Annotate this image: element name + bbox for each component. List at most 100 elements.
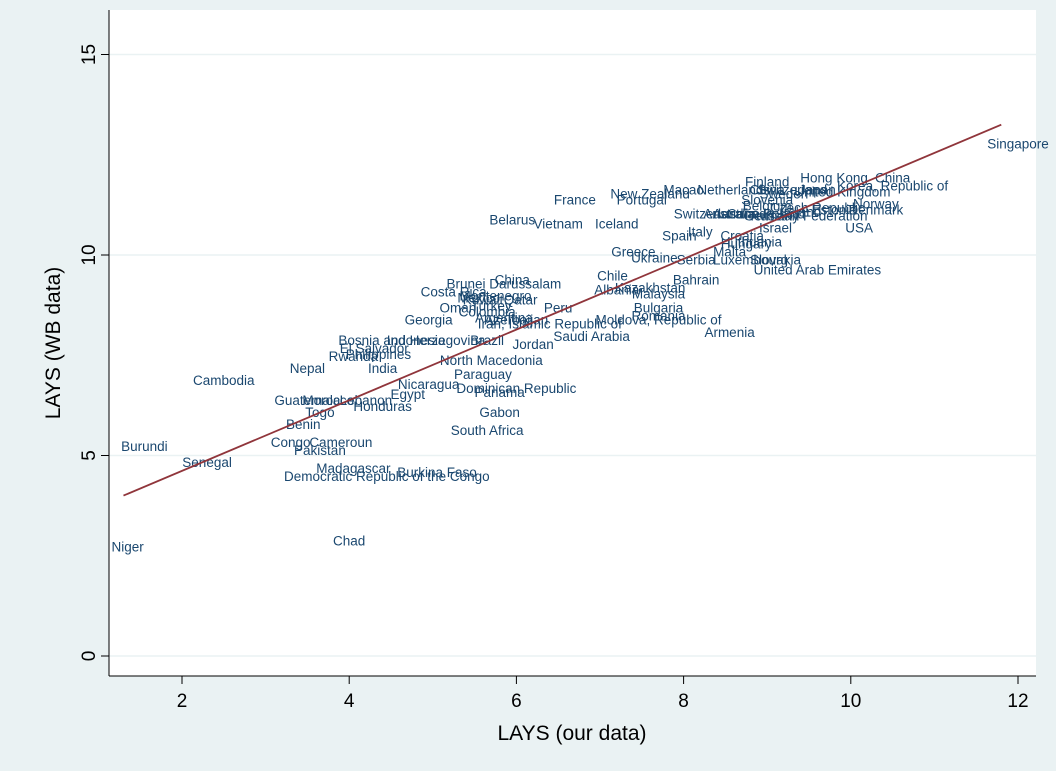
point-label: Rwanda bbox=[329, 349, 379, 364]
x-tick-label: 8 bbox=[678, 691, 689, 712]
x-tick-label: 6 bbox=[511, 691, 522, 712]
point-label: Romania bbox=[632, 309, 687, 324]
point-label: Iceland bbox=[595, 216, 639, 231]
fit-line-group bbox=[123, 123, 1002, 497]
point-label: Malaysia bbox=[632, 287, 686, 302]
point-label: Argentina bbox=[475, 311, 533, 326]
x-tick-label: 10 bbox=[840, 691, 861, 712]
point-label: Benin bbox=[286, 417, 321, 432]
point-label: Gabon bbox=[479, 405, 520, 420]
point-label: Albania bbox=[594, 283, 640, 298]
point-label: Norway bbox=[853, 196, 899, 211]
point-label: Malta bbox=[713, 245, 747, 260]
point-label: Ukraine bbox=[631, 251, 678, 266]
plot-area bbox=[109, 10, 1036, 676]
point-label: France bbox=[554, 192, 596, 207]
y-tick-label: 15 bbox=[79, 44, 100, 65]
point-label: Indonesia bbox=[387, 333, 446, 348]
point-label: Vietnam bbox=[534, 216, 583, 231]
point-label: Montenegro bbox=[459, 289, 531, 304]
point-label: Costa Rica bbox=[421, 285, 488, 300]
point-label: Colombia bbox=[459, 305, 517, 320]
point-label: Hungary bbox=[721, 237, 772, 252]
point-label: Peru bbox=[544, 301, 573, 316]
point-label: South Africa bbox=[451, 423, 524, 438]
point-label: Canada bbox=[727, 206, 775, 221]
point-label: Finland bbox=[745, 174, 789, 189]
point-label: Nepal bbox=[290, 361, 325, 376]
point-label: Brazil bbox=[470, 333, 504, 348]
point-label: Nicaragua bbox=[398, 377, 460, 392]
point-label: Sweden bbox=[760, 186, 809, 201]
point-label: Panama bbox=[475, 385, 526, 400]
point-label: Guatemala bbox=[274, 393, 341, 408]
point-label: Switzerland bbox=[674, 206, 744, 221]
point-label: China bbox=[750, 182, 786, 197]
point-label: Dominican Republic bbox=[456, 381, 576, 396]
point-label: Cambodia bbox=[193, 373, 255, 388]
point-label: Azerbaijan bbox=[485, 313, 549, 328]
point-label: Philippines bbox=[346, 347, 412, 362]
point-label: Chad bbox=[333, 533, 365, 548]
fit-line bbox=[123, 123, 1002, 497]
point-label: Hong Kong bbox=[800, 170, 868, 185]
point-label: Burkina Faso bbox=[397, 465, 477, 480]
point-label: Estonia bbox=[812, 202, 858, 217]
point-label: Niger bbox=[112, 539, 145, 554]
point-label: Cameroun bbox=[309, 435, 372, 450]
point-label: Singapore bbox=[987, 136, 1049, 151]
point-label: Chile bbox=[597, 269, 628, 284]
point-label: Iran, Islamic Republic of bbox=[478, 317, 622, 332]
point-label: Greece bbox=[611, 245, 655, 260]
point-label: Ireland bbox=[780, 204, 821, 219]
point-label: United Arab Emirates bbox=[754, 263, 882, 278]
y-tick-label: 10 bbox=[79, 244, 100, 265]
point-label: Paraguay bbox=[454, 367, 512, 382]
point-label: Spain bbox=[662, 229, 697, 244]
point-label: Croatia bbox=[720, 229, 764, 244]
point-label: El Salvador bbox=[340, 341, 410, 356]
point-label: Pakistan bbox=[294, 443, 346, 458]
point-label: Lebanon bbox=[340, 393, 393, 408]
point-label: Belgium bbox=[743, 198, 792, 213]
point-label: Egypt bbox=[390, 387, 425, 402]
point-label: Congo bbox=[271, 435, 311, 450]
point-label: Brunei Darussalam bbox=[446, 277, 561, 292]
point-label: Israel bbox=[759, 220, 792, 235]
point-label: Netherlands bbox=[697, 182, 770, 197]
point-label: Madagascar bbox=[316, 461, 391, 476]
point-label: Saudi Arabia bbox=[553, 329, 630, 344]
point-label: North Macedonia bbox=[440, 353, 543, 368]
axes: 0 5 10 15 2 4 6 8 10 12 bbox=[79, 10, 1036, 712]
point-label: Democratic Republic of the Congo bbox=[284, 469, 490, 484]
point-label: USA bbox=[845, 220, 873, 235]
point-label: Italy bbox=[688, 225, 713, 240]
y-axis-title: LAYS (WB data) bbox=[42, 267, 65, 420]
point-label: Japan bbox=[799, 182, 836, 197]
point-label: Switzerland bbox=[757, 182, 827, 197]
point-label: Belarus bbox=[489, 212, 535, 227]
point-label: Serbia bbox=[677, 253, 717, 268]
point-label: Armenia bbox=[704, 325, 755, 340]
point-label: Jordan bbox=[512, 337, 553, 352]
y-tick-label: 5 bbox=[79, 450, 100, 461]
point-label: Bosnia and Herzegovina bbox=[338, 333, 486, 348]
point-label: New Zealand bbox=[610, 186, 690, 201]
point-label: Bahrain bbox=[673, 273, 720, 288]
point-label: China bbox=[495, 273, 531, 288]
point-label: Honduras bbox=[353, 399, 412, 414]
point-label: Macao bbox=[663, 182, 704, 197]
y-tick-label: 0 bbox=[79, 651, 100, 662]
point-label: Kazakhstan bbox=[615, 281, 686, 296]
point-label: Lithuania bbox=[727, 235, 782, 250]
point-label: India bbox=[368, 361, 398, 376]
grid-lines bbox=[109, 53, 1036, 657]
point-label: Bulgaria bbox=[634, 301, 684, 316]
point-label: Germany bbox=[744, 208, 800, 223]
point-label: Oman bbox=[439, 301, 476, 316]
point-label: Australia bbox=[703, 206, 756, 221]
x-tick-label: 4 bbox=[344, 691, 355, 712]
x-tick-label: 2 bbox=[177, 691, 188, 712]
